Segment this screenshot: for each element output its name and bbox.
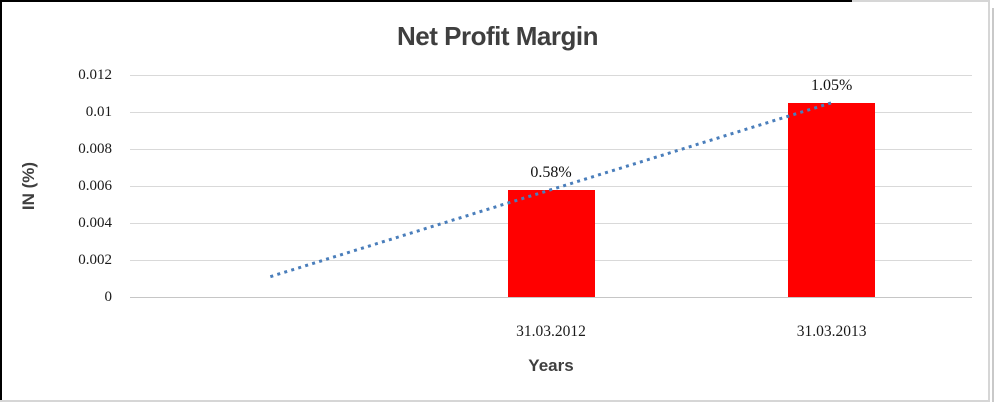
frame-border-top (0, 0, 852, 2)
y-axis-tick-label: 0.002 (78, 252, 112, 268)
frame-border-top-right (852, 0, 990, 2)
y-axis-tick-label: 0.01 (85, 104, 112, 120)
gridline (130, 148, 972, 150)
frame-border-right (988, 0, 990, 402)
frame-border-left (0, 0, 2, 402)
bar (788, 102, 876, 297)
x-axis-line (130, 296, 972, 298)
gridline (130, 111, 972, 113)
y-axis-tick-label: 0.004 (78, 215, 112, 231)
y-axis-tick-label: 0 (104, 289, 113, 305)
bar-data-label: 0.58% (530, 163, 572, 181)
x-axis-title: Years (528, 356, 574, 375)
y-axis-tick-label: 0.008 (78, 141, 112, 157)
frame-border-bottom (0, 400, 990, 402)
x-axis-tick-label: 31.03.2013 (796, 323, 867, 340)
bar-data-label: 1.05% (810, 76, 853, 94)
bar (507, 189, 595, 297)
gridline (130, 74, 972, 76)
y-axis-tick-label: 0.012 (78, 67, 112, 83)
gridline (130, 185, 972, 187)
trendline (269, 101, 833, 279)
frame-edge-far-right (992, 8, 994, 402)
y-axis-tick-label: 0.006 (78, 178, 112, 194)
x-axis-tick-label: 31.03.2012 (516, 323, 586, 340)
plot-area (130, 74, 972, 298)
chart-title: Net Profit Margin (397, 21, 598, 51)
